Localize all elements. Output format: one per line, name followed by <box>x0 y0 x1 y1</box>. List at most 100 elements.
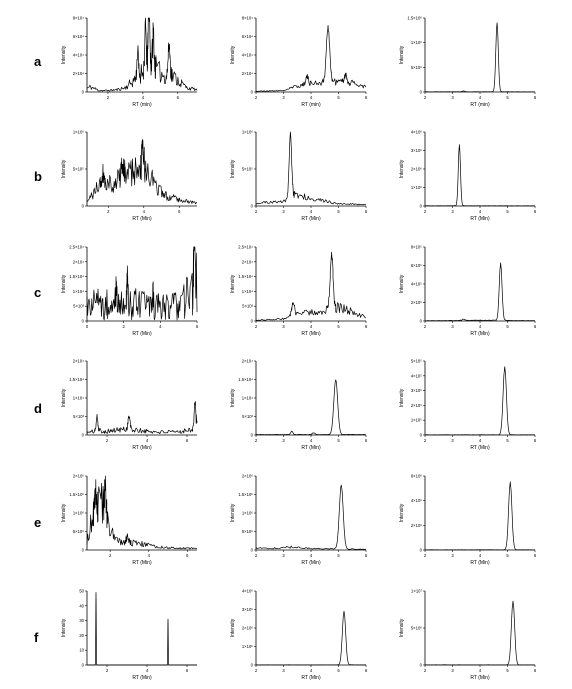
y-tick-label: 8×10⁴ <box>242 16 253 21</box>
x-tick-label: 5 <box>506 668 509 673</box>
chart-panel-d2: 2 3 4 5 6 0 5×10³ 1×10⁴ 1.5×10⁴ 2×10⁴ RT (Min) Inte… <box>230 359 368 452</box>
y-tick-label: 4×10⁴ <box>242 53 253 58</box>
chromatogram-trace <box>255 484 367 550</box>
y-tick-label: 1×10⁵ <box>411 418 422 423</box>
y-axis-title: Intensity <box>399 618 405 637</box>
y-tick-label: 2×10⁴ <box>73 71 84 76</box>
y-tick-label: 8×10⁵ <box>411 245 422 250</box>
y-axis-title: Intensity <box>61 45 67 64</box>
chromatogram-trace <box>255 610 367 666</box>
x-tick-label: 4 <box>310 668 313 673</box>
x-tick-label: 5 <box>337 553 340 558</box>
x-axis-title: RT (Min) <box>470 445 490 451</box>
y-tick-label: 1.5×10⁶ <box>407 16 422 21</box>
x-axis-title: RT (Min) <box>132 216 152 222</box>
chromatogram-trace <box>424 481 536 551</box>
y-tick-label: 5×10⁵ <box>73 167 84 172</box>
y-axis-title: Intensity <box>61 274 67 293</box>
y-tick-label: 5×10³ <box>242 304 253 309</box>
x-tick-label: 5 <box>506 324 509 329</box>
chromatogram-trace <box>86 139 198 205</box>
x-axis-title: RT (Min) <box>470 331 490 337</box>
y-axis-title: Intensity <box>399 274 405 293</box>
x-tick-label: 2 <box>424 668 427 673</box>
chromatogram-trace <box>255 24 367 92</box>
x-axis-title: RT (Min) <box>301 216 321 222</box>
chart-panel-c1: 0 2 4 6 0 5×10³ 1×10⁴ 1.5×10⁴ 2×10⁴ 2.5×10⁴ RT (Mi… <box>61 245 199 338</box>
x-tick-label: 4 <box>310 209 313 214</box>
chromatogram-trace <box>424 366 536 436</box>
chromatogram-trace <box>87 592 197 666</box>
x-tick-label: 6 <box>186 438 189 443</box>
y-tick-label: 4×10⁶ <box>242 589 253 594</box>
x-tick-label: 5 <box>506 553 509 558</box>
chromatogram-trace <box>86 475 198 550</box>
y-tick-label: 0 <box>82 433 85 438</box>
chromatogram-trace <box>86 246 198 321</box>
y-axis-title: Intensity <box>399 159 405 178</box>
x-tick-label: 4 <box>142 95 145 100</box>
y-tick-label: 2.5×10⁴ <box>69 245 84 250</box>
x-tick-label: 2 <box>107 95 110 100</box>
y-tick-label: 1×10⁶ <box>242 511 253 516</box>
y-tick-label: 0 <box>420 433 423 438</box>
y-tick-label: 0 <box>251 548 254 553</box>
x-tick-label: 4 <box>146 438 149 443</box>
y-tick-label: 6×10⁴ <box>73 34 84 39</box>
y-tick-label: 5×10⁵ <box>73 529 84 534</box>
y-tick-label: 1.5×10⁶ <box>69 492 84 497</box>
row-label-b: b <box>34 169 42 184</box>
y-tick-label: 6×10⁵ <box>411 263 422 268</box>
y-tick-label: 1×10⁶ <box>73 130 84 135</box>
y-tick-label: 1×10⁶ <box>242 130 253 135</box>
y-tick-label: 50 <box>79 589 84 594</box>
y-tick-label: 1.5×10⁴ <box>69 377 84 382</box>
x-axis-title: RT (Min) <box>301 675 321 681</box>
chart-panel-c2: 2 3 4 5 6 0 5×10³ 1×10⁴ 1.5×10⁴ 2×10⁴ 2.5×10⁴ RT (M… <box>230 245 368 338</box>
y-tick-label: 4×10⁶ <box>411 130 422 135</box>
x-axis-title: RT (min) <box>301 102 321 108</box>
y-tick-label: 0 <box>420 319 423 324</box>
y-tick-label: 3×10⁶ <box>411 148 422 153</box>
y-tick-label: 1×10⁴ <box>73 289 84 294</box>
x-tick-label: 3 <box>282 324 285 329</box>
y-tick-label: 2×10⁴ <box>242 71 253 76</box>
chromatogram-trace <box>255 131 367 206</box>
chart-panel-b2: 2 3 4 5 6 0 5×10⁵ 1×10⁶ RT (Min) Intensity <box>230 130 368 223</box>
y-axis-title: Intensity <box>230 159 236 178</box>
x-tick-label: 4 <box>479 438 482 443</box>
row-label-f: f <box>34 630 39 645</box>
x-tick-label: 6 <box>365 324 368 329</box>
chart-panel-e2: 2 3 4 5 6 0 5×10⁵ 1×10⁶ 1.5×10⁶ 2×10⁶ RT (Min) Inte… <box>230 474 368 567</box>
x-tick-label: 2 <box>424 95 427 100</box>
y-tick-label: 6×10⁴ <box>242 34 253 39</box>
y-axis-title: Intensity <box>230 618 236 637</box>
y-tick-label: 2×10⁵ <box>411 300 422 305</box>
y-tick-label: 2×10⁶ <box>411 167 422 172</box>
y-tick-label: 1×10⁶ <box>73 511 84 516</box>
chart-panel-d1: 2 4 6 0 5×10³ 1×10⁴ 1.5×10⁴ 2×10⁴ RT (Min) Intens… <box>61 359 198 451</box>
row-label-d: d <box>34 401 42 416</box>
chart-panel-c3: 2 3 4 5 6 0 2×10⁵ 4×10⁵ 6×10⁵ 8×10⁵ RT (Min) Intens… <box>399 245 537 338</box>
x-tick-label: 6 <box>365 95 368 100</box>
x-tick-label: 2 <box>106 668 109 673</box>
x-axis-title: RT (min) <box>470 102 490 108</box>
x-tick-label: 2 <box>255 668 258 673</box>
y-tick-label: 0 <box>251 433 254 438</box>
row-label-e: e <box>34 515 41 530</box>
y-tick-label: 0 <box>251 319 254 324</box>
x-tick-label: 6 <box>365 209 368 214</box>
chart-panel-e3: 2 3 4 5 6 0 2×10⁶ 4×10⁶ 6×10⁶ RT (Min) Intensity <box>399 474 537 567</box>
x-tick-label: 4 <box>310 324 313 329</box>
y-axis-title: Intensity <box>61 388 67 407</box>
y-axis-title: Intensity <box>399 388 405 407</box>
x-tick-label: 2 <box>255 95 258 100</box>
x-axis-title: RT (Min) <box>132 675 152 681</box>
y-tick-label: 5×10⁵ <box>411 65 422 70</box>
x-tick-label: 2 <box>109 553 112 558</box>
y-tick-label: 5×10³ <box>242 414 253 419</box>
y-tick-label: 0 <box>420 204 423 209</box>
x-axis-title: RT (min) <box>132 102 152 108</box>
x-tick-label: 5 <box>506 438 509 443</box>
x-tick-label: 3 <box>451 438 454 443</box>
